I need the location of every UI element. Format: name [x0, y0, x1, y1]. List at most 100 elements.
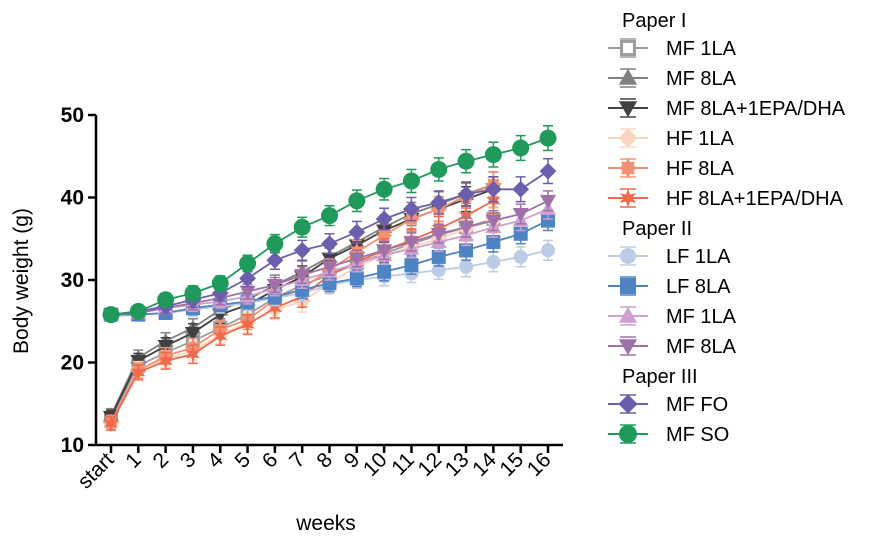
- data-point: [457, 185, 475, 203]
- legend-label: HF 8LA+1EPA/DHA: [666, 188, 844, 210]
- data-point: [484, 146, 502, 164]
- data-point: [321, 235, 338, 253]
- data-point: [539, 129, 557, 147]
- y-tick-label: 50: [61, 104, 84, 127]
- legend-group-title: Paper II: [622, 218, 692, 240]
- legend-marker: [620, 248, 636, 264]
- data-point: [131, 364, 146, 381]
- legend-label: MF 8LA+1EPA/DHA: [666, 98, 846, 120]
- data-point: [541, 243, 555, 258]
- legend-item-paper-i-hf-8la: HF 8LA: [608, 158, 734, 180]
- legend-marker: [618, 128, 638, 148]
- legend-label: LF 1LA: [666, 246, 731, 268]
- y-tick-label: 20: [61, 352, 84, 375]
- data-point: [513, 249, 528, 264]
- data-point: [239, 269, 256, 287]
- data-point: [431, 249, 446, 264]
- data-point: [512, 139, 530, 157]
- legend-marker: [618, 306, 638, 323]
- legend-marker: [618, 158, 638, 178]
- data-point: [157, 291, 175, 309]
- legend: Paper I MF 1LA MF 8LA MF 8LA+1EPA/DHA HF 1LA…: [608, 10, 846, 446]
- data-point: [404, 258, 419, 273]
- legend-item-paper-ii-mf-1la: MF 1LA: [608, 306, 737, 328]
- data-point: [377, 264, 392, 279]
- data-point: [403, 200, 420, 218]
- data-point: [430, 194, 448, 211]
- legend-item-paper-ii-mf-8la: MF 8LA: [608, 336, 737, 358]
- data-point: [348, 252, 365, 267]
- legend-label: MF 8LA: [666, 336, 737, 358]
- data-point: [457, 152, 475, 170]
- data-point: [541, 213, 555, 228]
- data-point: [402, 172, 420, 190]
- data-point: [512, 180, 530, 198]
- data-point: [458, 221, 475, 236]
- legend-label: LF 8LA: [666, 276, 731, 298]
- data-point: [212, 308, 229, 323]
- legend-group-title: Paper I: [622, 10, 686, 32]
- data-point: [266, 279, 283, 293]
- data-point: [295, 282, 310, 297]
- data-point: [485, 214, 502, 229]
- x-tick-label: 16: [523, 448, 556, 481]
- data-point: [239, 285, 256, 300]
- data-point: [486, 254, 501, 269]
- y-axis-title: Body weight (g): [10, 208, 33, 354]
- x-tick-label: 4: [203, 448, 228, 473]
- legend-marker: [619, 188, 637, 208]
- x-axis-title: weeks: [295, 512, 356, 535]
- data-point: [102, 306, 120, 324]
- x-tick-label: 10: [359, 448, 392, 481]
- data-point: [211, 274, 229, 292]
- x-tick-label: 2: [149, 448, 174, 473]
- data-point: [348, 192, 366, 210]
- data-point: [293, 218, 311, 236]
- legend-label: MF SO: [666, 424, 729, 446]
- legend-item-paper-iii-mf-so: MF SO: [608, 424, 729, 446]
- x-tick-label: 3: [176, 448, 201, 473]
- legend-item-paper-i-mf-8la-1epa-dha: MF 8LA+1EPA/DHA: [608, 98, 846, 120]
- data-point: [267, 299, 283, 317]
- legend-label: HF 1LA: [666, 128, 734, 150]
- data-point: [459, 259, 474, 274]
- legend-item-paper-ii-lf-1la: LF 1LA: [608, 246, 731, 268]
- data-point: [375, 210, 393, 228]
- legend-label: MF 1LA: [666, 38, 737, 60]
- legend-item-paper-ii-lf-8la: LF 8LA: [608, 276, 731, 298]
- legend-marker: [618, 394, 638, 414]
- legend-item-paper-i-mf-1la: MF 1LA: [608, 38, 737, 60]
- data-point: [158, 352, 173, 370]
- data-point: [239, 255, 257, 272]
- legend-item-paper-i-hf-8la-1epa-dha: HF 8LA+1EPA/DHA: [608, 188, 844, 210]
- x-tick-label: 5: [231, 448, 256, 473]
- data-point: [129, 302, 147, 320]
- x-tick-label: 8: [313, 448, 338, 473]
- data-point: [376, 244, 393, 259]
- data-point: [539, 162, 557, 180]
- data-point: [293, 241, 311, 259]
- legend-group-title: Paper III: [622, 366, 698, 388]
- data-point: [484, 180, 502, 198]
- legend-marker: [619, 425, 637, 443]
- data-point: [185, 345, 201, 363]
- data-point: [348, 223, 366, 241]
- legend-label: MF 1LA: [666, 306, 737, 328]
- data-point: [539, 194, 557, 209]
- data-point: [458, 207, 474, 225]
- data-point: [321, 260, 338, 275]
- data-point: [294, 269, 311, 284]
- data-point: [184, 284, 202, 302]
- data-point: [240, 316, 255, 333]
- series-paper-iii-mf-so: [102, 124, 557, 324]
- data-point: [349, 271, 364, 286]
- legend-item-paper-i-hf-1la: HF 1LA: [608, 128, 734, 150]
- data-point: [430, 160, 448, 178]
- legend-marker: [618, 68, 638, 85]
- x-tick-label: 9: [340, 448, 365, 473]
- legend-label: MF 8LA: [666, 68, 737, 90]
- legend-label: MF FO: [666, 394, 728, 416]
- legend-marker: [618, 101, 638, 118]
- data-point: [430, 227, 447, 242]
